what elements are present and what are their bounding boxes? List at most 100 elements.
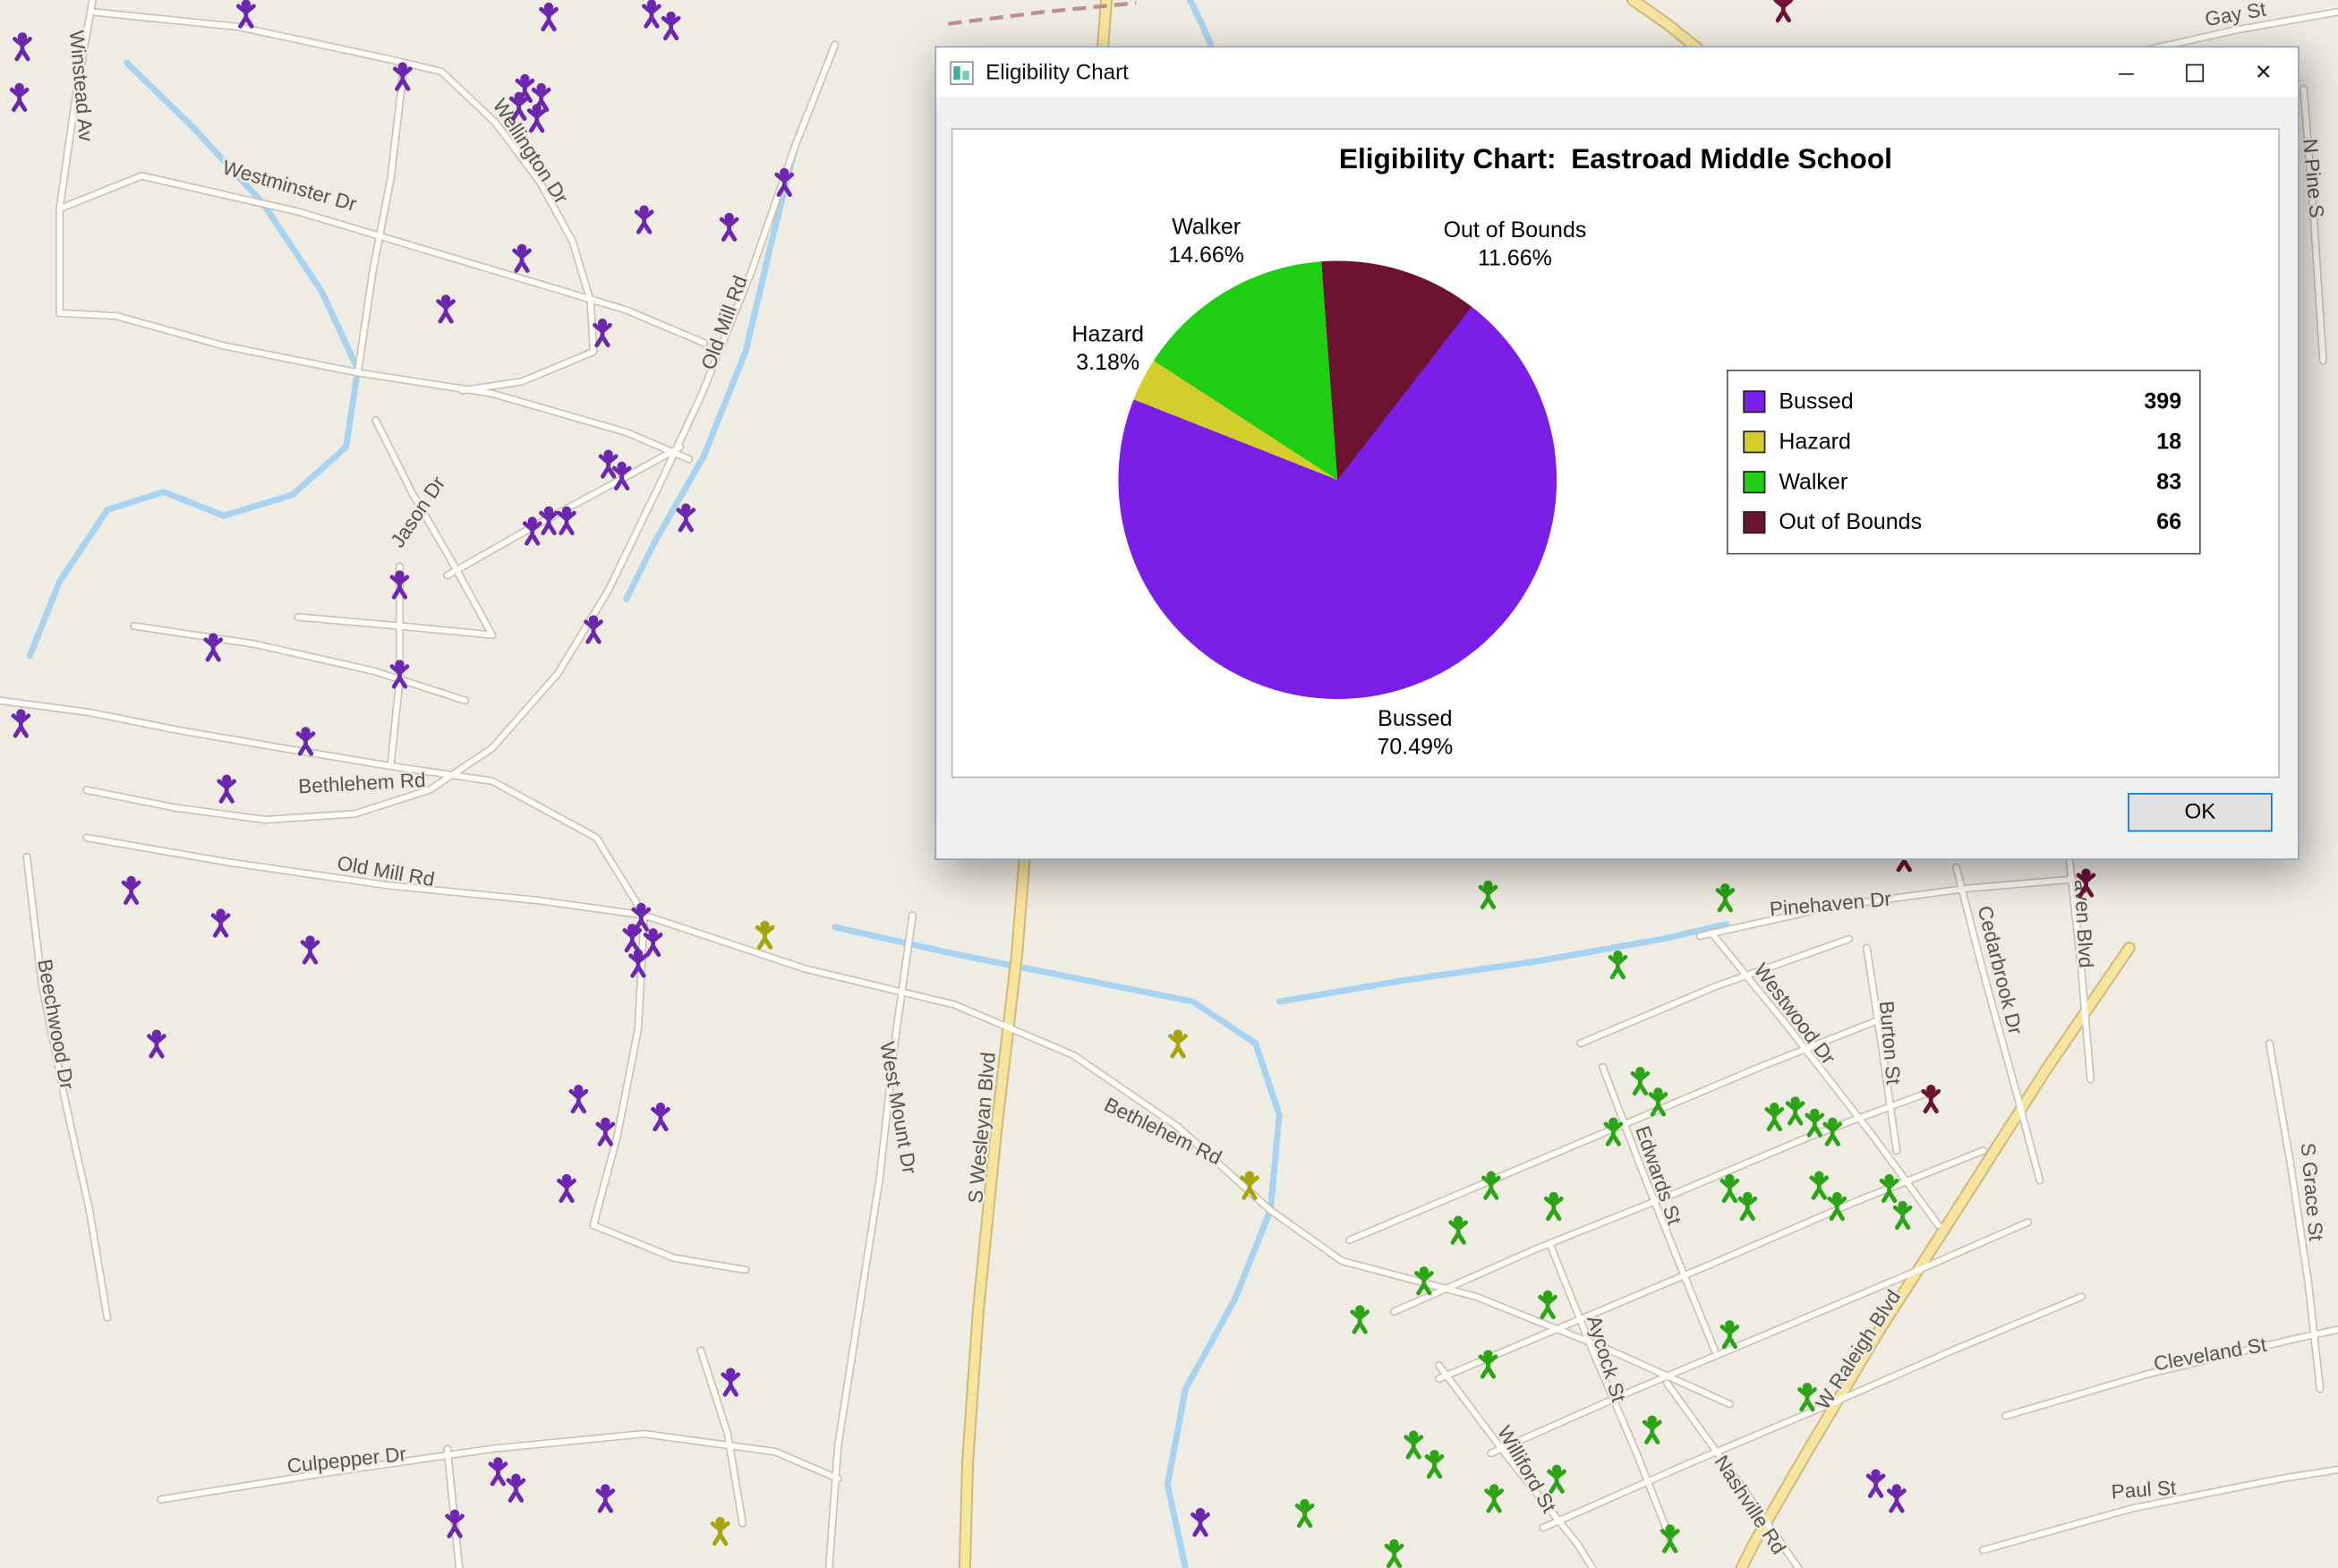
student-marker-bussed[interactable] (663, 12, 678, 38)
legend-row-walker: Walker 83 (1743, 462, 2181, 502)
student-marker-bussed[interactable] (721, 213, 737, 240)
student-marker-bussed[interactable] (13, 709, 29, 736)
student-marker-walker[interactable] (1406, 1430, 1421, 1457)
student-marker-hazard[interactable] (1171, 1029, 1186, 1056)
legend-label: Out of Bounds (1779, 509, 1923, 535)
legend-value: 399 (2144, 388, 2182, 414)
road (295, 614, 495, 638)
student-marker-walker[interactable] (1722, 1320, 1737, 1347)
student-marker-bussed[interactable] (559, 1174, 575, 1201)
student-marker-bussed[interactable] (303, 935, 318, 962)
road (826, 912, 916, 1568)
student-marker-bussed[interactable] (508, 1474, 524, 1501)
road (1577, 936, 1852, 1046)
pie-label-bussed-pct: 70.49% (1377, 735, 1454, 761)
student-marker-bussed[interactable] (1193, 1508, 1208, 1535)
road (1391, 1088, 1935, 1315)
street-label: S Wesleyan Blvd (964, 1052, 1000, 1205)
title-bar[interactable]: Eligibility Chart ─ ✕ (936, 47, 2299, 98)
student-marker-bussed[interactable] (529, 104, 544, 131)
student-marker-bussed[interactable] (1889, 1484, 1904, 1511)
legend-value: 83 (2156, 469, 2182, 495)
legend-swatch-bussed (1743, 390, 1766, 413)
road (1664, 1380, 1801, 1568)
road (158, 1431, 841, 1503)
student-marker-bussed[interactable] (645, 928, 661, 955)
student-marker-bussed[interactable] (213, 908, 228, 935)
road (439, 68, 596, 355)
pie-label-hazard: Hazard 3.18% (1030, 320, 1185, 377)
student-marker-bussed[interactable] (491, 1457, 506, 1484)
road-casing (354, 368, 694, 464)
student-marker-walker[interactable] (1740, 1192, 1755, 1219)
boundary-dashed-line (948, 1, 1137, 26)
minimize-button[interactable]: ─ (2092, 47, 2161, 97)
stream (1186, 0, 1215, 48)
student-marker-bussed[interactable] (439, 294, 454, 321)
student-marker-walker[interactable] (1718, 883, 1733, 910)
student-marker-bussed[interactable] (601, 449, 616, 476)
student-marker-walker[interactable] (1644, 1416, 1660, 1443)
stream (623, 128, 803, 602)
student-marker-walker[interactable] (1549, 1465, 1565, 1492)
student-marker-bussed[interactable] (595, 319, 610, 345)
student-marker-bussed[interactable] (238, 0, 253, 26)
maximize-button[interactable] (2161, 47, 2230, 97)
ok-button[interactable]: OK (2128, 792, 2273, 832)
road (23, 854, 110, 1321)
close-button[interactable]: ✕ (2229, 47, 2298, 97)
student-marker-bussed[interactable] (636, 205, 652, 232)
student-marker-walker[interactable] (1487, 1484, 1502, 1511)
student-marker-bussed[interactable] (219, 775, 235, 802)
student-marker-bussed[interactable] (124, 876, 139, 903)
student-marker-walker[interactable] (1895, 1201, 1910, 1228)
student-marker-bussed[interactable] (542, 3, 557, 30)
student-marker-bussed[interactable] (12, 83, 27, 110)
road (90, 9, 445, 74)
road (1436, 1362, 1596, 1568)
pie-label-oob-name: Out of Bounds (1443, 217, 1587, 243)
student-marker-out_of_bounds[interactable] (1924, 1085, 1939, 1112)
road (56, 173, 145, 212)
student-marker-walker[interactable] (1352, 1305, 1368, 1332)
student-marker-out_of_bounds[interactable] (1776, 0, 1791, 21)
road (354, 74, 405, 376)
road (1864, 945, 1899, 1154)
road (1736, 943, 2134, 1568)
street-label: Paul St (2111, 1477, 2178, 1504)
student-marker-bussed[interactable] (678, 503, 694, 530)
student-marker-walker[interactable] (1427, 1450, 1442, 1477)
student-marker-walker[interactable] (1387, 1539, 1402, 1566)
pie-chart[interactable] (1118, 260, 1557, 700)
student-marker-walker[interactable] (1297, 1499, 1312, 1526)
road (1953, 865, 2043, 1183)
student-marker-bussed[interactable] (644, 0, 659, 26)
student-marker-walker[interactable] (1722, 1174, 1737, 1201)
student-marker-walker[interactable] (1610, 950, 1626, 977)
student-marker-walker[interactable] (1546, 1192, 1561, 1219)
student-marker-walker[interactable] (1480, 881, 1496, 908)
student-marker-walker[interactable] (1767, 1103, 1782, 1129)
student-marker-bussed[interactable] (515, 244, 530, 271)
student-marker-hazard[interactable] (757, 921, 772, 948)
student-marker-bussed[interactable] (1868, 1470, 1883, 1496)
student-marker-walker[interactable] (1540, 1291, 1556, 1317)
student-marker-bussed[interactable] (15, 32, 30, 59)
student-marker-bussed[interactable] (571, 1085, 586, 1112)
student-marker-walker[interactable] (1633, 1067, 1648, 1094)
student-marker-hazard[interactable] (712, 1517, 728, 1544)
student-marker-bussed[interactable] (723, 1368, 738, 1394)
student-marker-bussed[interactable] (149, 1029, 164, 1056)
student-marker-walker[interactable] (1800, 1383, 1815, 1410)
pie-label-oob-pct: 11.66% (1478, 245, 1552, 272)
student-marker-walker[interactable] (1812, 1172, 1827, 1198)
student-marker-walker[interactable] (1451, 1216, 1466, 1243)
road (641, 912, 1733, 1407)
student-marker-bussed[interactable] (653, 1103, 668, 1129)
student-marker-walker[interactable] (1788, 1096, 1803, 1123)
street-label: Pinehaven Dr (1769, 888, 1892, 921)
student-marker-bussed[interactable] (598, 1118, 613, 1145)
student-marker-bussed[interactable] (598, 1484, 613, 1511)
